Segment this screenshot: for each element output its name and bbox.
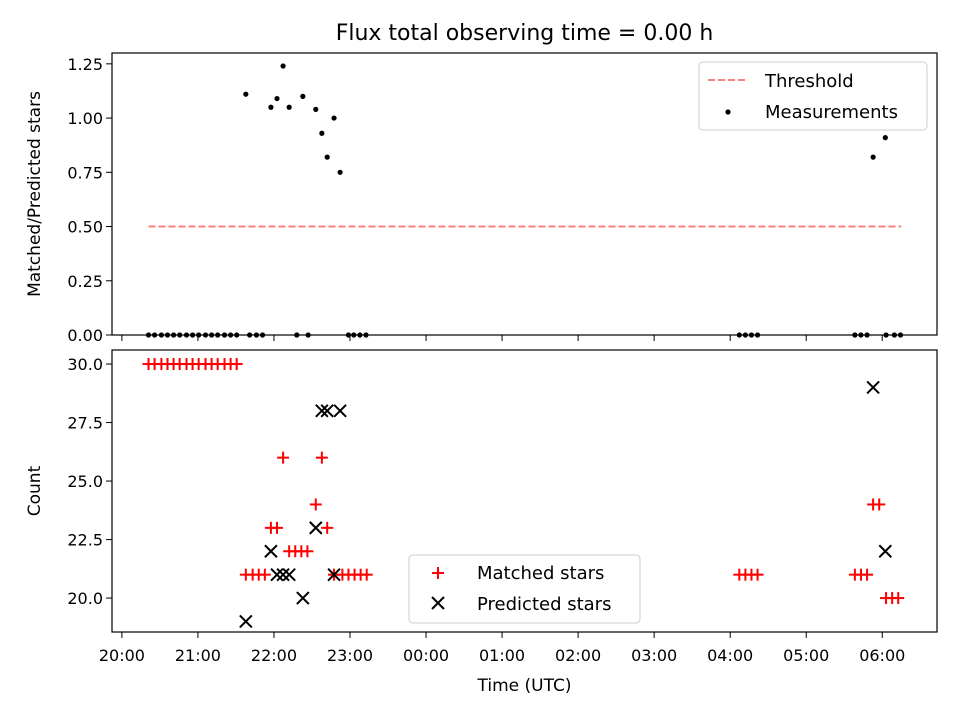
measurement-point [268,104,274,110]
matched-star-point [315,451,328,464]
bottom-legend: Matched stars Predicted stars [408,554,641,624]
matched-star-point [360,568,373,581]
predicted-star-point [878,544,893,558]
x-tick-label: 05:00 [783,646,829,665]
matched-star-point [861,568,874,581]
matched-star-point [873,498,886,511]
legend-measurements-swatch [725,109,731,115]
top-legend-box [698,61,928,131]
x-tick-label: 00:00 [403,646,449,665]
bottom-legend-box [408,554,641,624]
matched-star-point [301,545,314,558]
measurement-point [319,130,325,136]
top-ticks: 0.00 0.25 0.50 0.75 1.00 1.25 [67,55,883,345]
measurement-point [300,93,306,99]
predicted-star-point [309,521,323,535]
x-tick-label: 20:00 [99,646,145,665]
x-tick-label: 21:00 [175,646,221,665]
x-tick-label: 04:00 [707,646,753,665]
bottom-y-tick-label: 20.0 [67,589,103,608]
measurement-point [286,104,292,110]
measurement-point [243,91,249,97]
top-legend: Threshold Measurements [698,61,928,131]
predicted-star-point [315,404,329,418]
top-plot-frame [111,52,938,336]
measurement-point [280,63,286,69]
matched-star-point [309,498,322,511]
matched-star-point [271,521,283,534]
top-y-tick-label: 0.75 [67,163,103,182]
predicted-star-point [320,404,334,418]
x-tick-label: 02:00 [555,646,601,665]
bottom-ticks: 20.0 22.5 25.0 27.5 30.0 20:00 21:00 22:00 23:00… [67,355,905,665]
matched-star-point [230,358,243,371]
bottom-plot-frame [111,349,938,633]
legend-threshold-label: Threshold [764,71,854,92]
predicted-star-point [270,567,284,582]
predicted-star-point [276,567,290,582]
bottom-y-tick-label: 27.5 [67,414,103,433]
measurement-point [870,154,876,160]
x-tick-label: 01:00 [479,646,525,665]
predicted-star-point [264,544,278,558]
predicted-star-point [333,404,347,418]
measurement-point [324,154,330,160]
predicted-star-point [239,614,253,629]
x-tick-label: 23:00 [327,646,373,665]
x-tick-label: 03:00 [631,646,677,665]
matched-star-point [751,568,764,581]
matched-star-point [321,521,334,534]
legend-measurements-label: Measurements [765,102,898,123]
bottom-y-axis-label: Count [25,465,45,516]
measurement-point [882,135,888,141]
bottom-y-tick-label: 30.0 [67,355,103,374]
top-panel: Flux total observing time = 0.00 h Match… [25,21,938,345]
legend-matched-swatch [432,567,444,579]
x-tick-label: 22:00 [251,646,297,665]
bottom-y-tick-label: 22.5 [67,531,103,550]
top-y-tick-label: 1.25 [67,55,103,74]
predicted-star-point [866,380,880,395]
legend-predicted-label: Predicted stars [477,594,611,615]
measurement-point [337,169,343,175]
legend-matched-label: Matched stars [477,563,604,584]
matched-star-point [277,451,290,464]
matched-star-point [892,592,905,605]
top-y-tick-label: 0.25 [67,272,103,291]
matched-star-point [258,568,271,581]
top-y-tick-label: 0.50 [67,218,103,237]
measurement-point [274,95,280,102]
legend-predicted-swatch [431,596,445,610]
bottom-y-tick-label: 25.0 [67,472,103,491]
bottom-panel: Count Time (UTC) 20.0 22.5 25.0 27.5 30.0 20:… [25,349,938,696]
top-y-axis-label: Matched/Predicted stars [25,91,45,297]
predicted-star-point [327,567,341,582]
top-y-tick-label: 0.00 [67,326,103,345]
predicted-star-point [282,567,296,582]
x-tick-label: 06:00 [859,646,905,665]
predicted-star-point [296,591,310,605]
x-axis-label: Time (UTC) [477,676,572,696]
top-y-tick-label: 1.00 [67,109,103,128]
measurement-point [331,115,337,121]
count-points [142,358,905,629]
chart-title: Flux total observing time = 0.00 h [336,21,714,46]
measurement-point [313,106,319,112]
